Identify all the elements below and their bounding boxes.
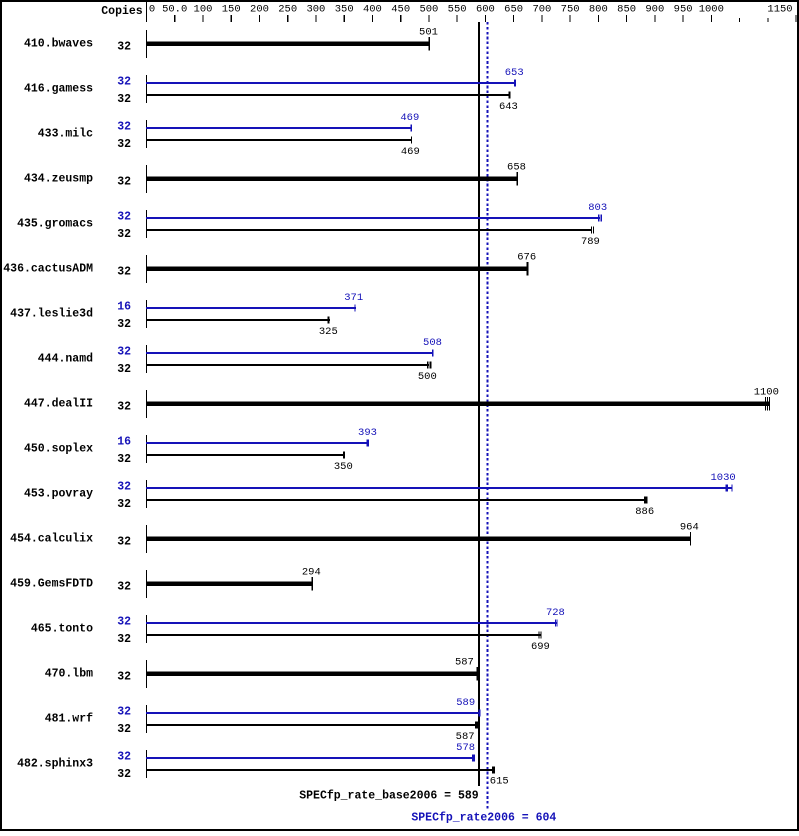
svg-text:587: 587: [456, 731, 475, 743]
svg-text:16: 16: [117, 300, 131, 313]
svg-text:469: 469: [400, 112, 419, 124]
svg-text:436.cactusADM: 436.cactusADM: [3, 263, 93, 276]
svg-text:32: 32: [117, 535, 131, 548]
svg-text:32: 32: [117, 615, 131, 628]
svg-text:482.sphinx3: 482.sphinx3: [17, 758, 93, 771]
svg-text:32: 32: [117, 93, 131, 106]
svg-text:750: 750: [561, 3, 580, 15]
svg-text:32: 32: [117, 633, 131, 646]
svg-text:728: 728: [546, 607, 565, 619]
svg-text:600: 600: [476, 3, 495, 15]
svg-text:50.0: 50.0: [162, 3, 187, 15]
svg-text:469: 469: [401, 146, 420, 158]
svg-text:508: 508: [423, 337, 442, 349]
svg-text:300: 300: [306, 3, 325, 15]
svg-text:447.dealII: 447.dealII: [24, 398, 93, 411]
svg-text:32: 32: [117, 318, 131, 331]
svg-text:435.gromacs: 435.gromacs: [17, 218, 93, 231]
svg-text:32: 32: [117, 580, 131, 593]
svg-text:500: 500: [419, 3, 438, 15]
svg-text:32: 32: [117, 453, 131, 466]
svg-text:964: 964: [680, 522, 699, 534]
svg-text:SPECfp_rate_base2006 = 589: SPECfp_rate_base2006 = 589: [299, 790, 479, 803]
svg-text:294: 294: [302, 567, 321, 579]
svg-text:700: 700: [532, 3, 551, 15]
svg-text:32: 32: [117, 345, 131, 358]
svg-text:950: 950: [674, 3, 693, 15]
svg-text:32: 32: [117, 265, 131, 278]
svg-text:434.zeusmp: 434.zeusmp: [24, 173, 93, 186]
svg-text:Copies: Copies: [101, 5, 143, 18]
svg-text:371: 371: [344, 292, 363, 304]
svg-text:32: 32: [117, 138, 131, 151]
svg-text:32: 32: [117, 705, 131, 718]
svg-text:16: 16: [117, 435, 131, 448]
svg-text:587: 587: [455, 657, 474, 669]
svg-text:400: 400: [363, 3, 382, 15]
svg-text:800: 800: [589, 3, 608, 15]
svg-text:886: 886: [635, 506, 654, 518]
svg-text:1150: 1150: [767, 3, 792, 15]
svg-text:653: 653: [505, 67, 524, 79]
svg-text:32: 32: [117, 40, 131, 53]
svg-text:444.namd: 444.namd: [38, 353, 93, 366]
svg-text:100: 100: [194, 3, 213, 15]
svg-text:900: 900: [645, 3, 664, 15]
svg-text:465.tonto: 465.tonto: [31, 623, 93, 636]
svg-text:416.gamess: 416.gamess: [24, 83, 93, 96]
svg-text:450.soplex: 450.soplex: [24, 443, 93, 456]
svg-text:699: 699: [531, 641, 550, 653]
svg-text:676: 676: [517, 252, 536, 264]
svg-text:459.GemsFDTD: 459.GemsFDTD: [10, 578, 93, 591]
svg-text:32: 32: [117, 210, 131, 223]
svg-text:500: 500: [418, 371, 437, 383]
svg-text:32: 32: [117, 363, 131, 376]
svg-text:433.milc: 433.milc: [38, 128, 93, 141]
svg-text:658: 658: [507, 162, 526, 174]
svg-text:250: 250: [278, 3, 297, 15]
svg-text:200: 200: [250, 3, 269, 15]
svg-text:450: 450: [391, 3, 410, 15]
svg-text:803: 803: [588, 202, 607, 214]
svg-text:1100: 1100: [754, 387, 779, 399]
svg-text:789: 789: [581, 236, 600, 248]
svg-text:589: 589: [456, 697, 475, 709]
svg-text:1000: 1000: [699, 3, 724, 15]
svg-text:325: 325: [319, 326, 338, 338]
svg-text:643: 643: [499, 101, 518, 113]
svg-text:453.povray: 453.povray: [24, 488, 93, 501]
svg-text:32: 32: [117, 670, 131, 683]
svg-text:32: 32: [117, 498, 131, 511]
svg-text:650: 650: [504, 3, 523, 15]
svg-text:481.wrf: 481.wrf: [45, 713, 93, 726]
svg-text:437.leslie3d: 437.leslie3d: [10, 308, 93, 321]
svg-text:470.lbm: 470.lbm: [45, 668, 93, 681]
svg-text:578: 578: [456, 742, 475, 754]
svg-text:393: 393: [358, 427, 377, 439]
svg-text:501: 501: [419, 27, 438, 39]
svg-text:32: 32: [117, 723, 131, 736]
svg-text:32: 32: [117, 120, 131, 133]
svg-text:350: 350: [334, 461, 353, 473]
svg-text:1030: 1030: [710, 472, 735, 484]
svg-text:32: 32: [117, 75, 131, 88]
svg-text:32: 32: [117, 228, 131, 241]
svg-text:32: 32: [117, 750, 131, 763]
svg-text:32: 32: [117, 768, 131, 781]
svg-text:550: 550: [448, 3, 467, 15]
svg-text:350: 350: [335, 3, 354, 15]
svg-text:SPECfp_rate2006 = 604: SPECfp_rate2006 = 604: [411, 811, 556, 824]
svg-text:32: 32: [117, 480, 131, 493]
svg-text:150: 150: [222, 3, 241, 15]
svg-text:0: 0: [149, 3, 155, 15]
svg-text:850: 850: [617, 3, 636, 15]
svg-text:615: 615: [490, 776, 509, 788]
svg-text:410.bwaves: 410.bwaves: [24, 38, 93, 51]
svg-text:454.calculix: 454.calculix: [10, 533, 93, 546]
svg-text:32: 32: [117, 175, 131, 188]
svg-text:32: 32: [117, 400, 131, 413]
